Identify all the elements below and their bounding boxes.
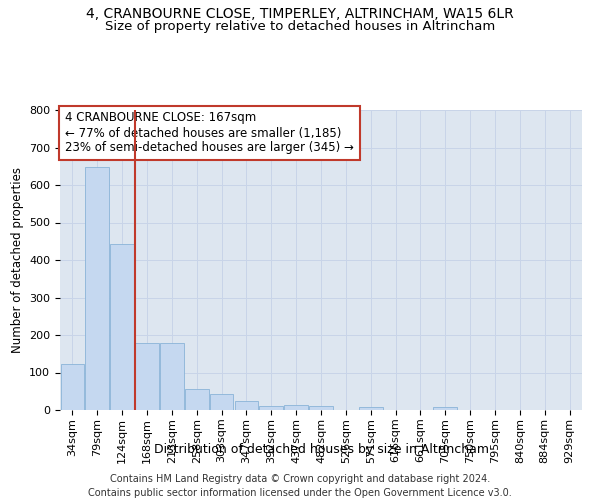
Bar <box>210 394 233 410</box>
Bar <box>110 244 134 410</box>
Bar <box>85 167 109 410</box>
Text: 4, CRANBOURNE CLOSE, TIMPERLEY, ALTRINCHAM, WA15 6LR: 4, CRANBOURNE CLOSE, TIMPERLEY, ALTRINCH… <box>86 8 514 22</box>
Text: Distribution of detached houses by size in Altrincham: Distribution of detached houses by size … <box>154 442 488 456</box>
Bar <box>185 388 209 410</box>
Bar <box>160 343 184 410</box>
Bar <box>259 406 283 410</box>
Bar <box>135 343 159 410</box>
Bar <box>359 408 383 410</box>
Bar <box>284 405 308 410</box>
Bar <box>433 407 457 410</box>
Text: Contains HM Land Registry data © Crown copyright and database right 2024.
Contai: Contains HM Land Registry data © Crown c… <box>88 474 512 498</box>
Text: 4 CRANBOURNE CLOSE: 167sqm
← 77% of detached houses are smaller (1,185)
23% of s: 4 CRANBOURNE CLOSE: 167sqm ← 77% of deta… <box>65 112 354 154</box>
Bar <box>61 364 84 410</box>
Y-axis label: Number of detached properties: Number of detached properties <box>11 167 23 353</box>
Bar <box>309 406 333 410</box>
Bar <box>235 401 258 410</box>
Text: Size of property relative to detached houses in Altrincham: Size of property relative to detached ho… <box>105 20 495 33</box>
